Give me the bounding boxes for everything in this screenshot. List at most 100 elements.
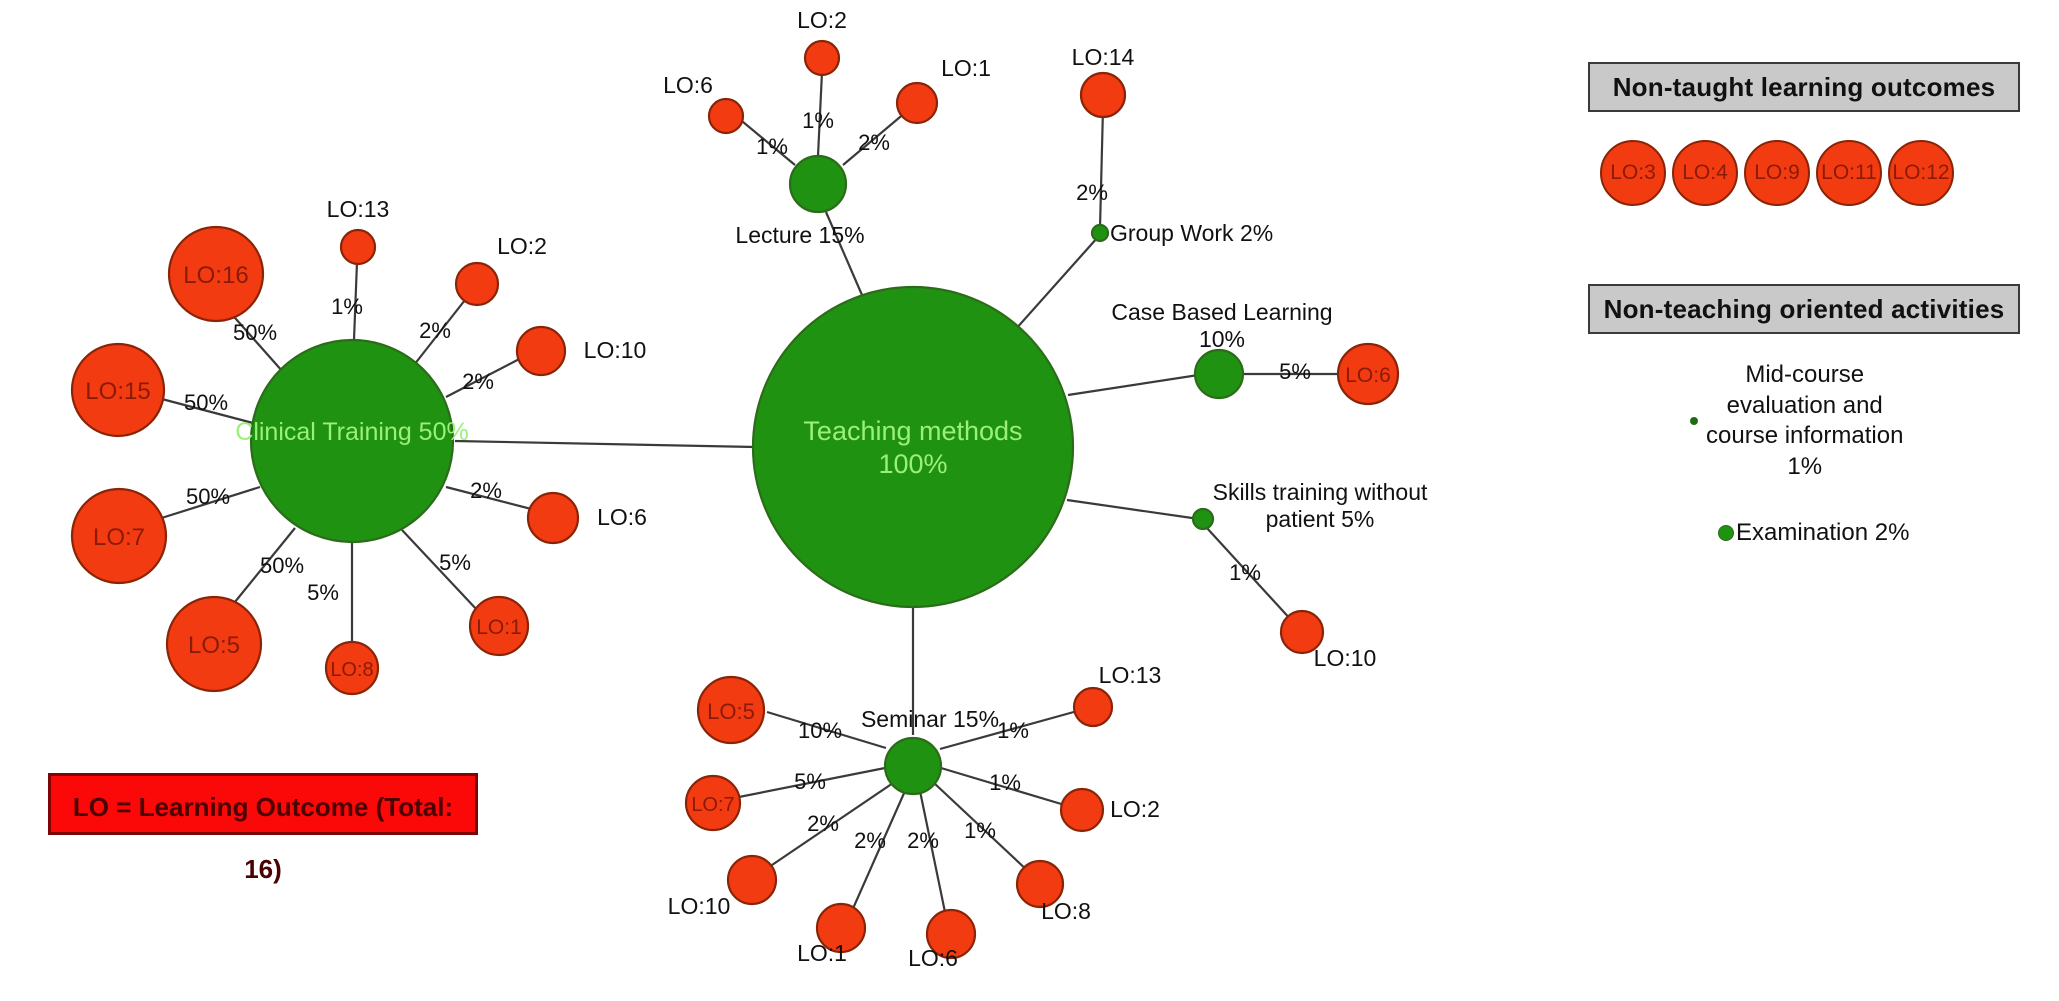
outcome-node-lo10-seminar[interactable] — [726, 854, 778, 906]
edge-groupwork-lo14 — [1098, 107, 1105, 229]
edge-seminar-lo10 — [771, 782, 894, 866]
edge-lecture-lo1 — [842, 111, 907, 166]
activity-dot-icon — [1690, 417, 1698, 426]
outcome-node-lo10-skills[interactable] — [1279, 609, 1325, 655]
outcome-label-lo15: LO:15 — [85, 378, 150, 405]
skills-training-label-line2: patient 5% — [1266, 506, 1375, 532]
skills-training-dot[interactable] — [1191, 507, 1215, 531]
edge-weight-clinical-lo13: 1% — [331, 294, 363, 319]
outcome-node-lo13-clinical[interactable] — [339, 228, 377, 266]
outcome-node-lo7[interactable] — [70, 487, 168, 585]
edge-weight-clinical-lo6: 2% — [470, 478, 502, 503]
outcome-node-lo5[interactable] — [165, 595, 263, 693]
outcome-label-lo14-groupwork: LO:14 — [1072, 44, 1135, 70]
non-taught-chip-label: LO:11 — [1821, 161, 1877, 184]
edge-weight-lecture-lo1: 2% — [858, 130, 890, 155]
outcome-node-lo1-seminar[interactable] — [815, 902, 867, 954]
edges-clinical-training — [151, 261, 536, 643]
activity-label-mid-course-evaluation: Mid-course evaluation and course informa… — [1706, 361, 1904, 481]
group-work-dot[interactable] — [1090, 223, 1110, 243]
non-taught-chip-lo11[interactable]: LO:11 — [1816, 140, 1882, 206]
edge-weight-clinical-lo15: 50% — [184, 390, 228, 415]
non-taught-chip-lo4[interactable]: LO:4 — [1672, 140, 1738, 206]
outcome-label-lo2-lecture: LO:2 — [797, 7, 847, 33]
edge-weight-groupwork-lo14: 2% — [1076, 180, 1108, 205]
lecture-outcomes: LO:6 1% LO:2 1% LO:1 2% — [663, 7, 991, 159]
edge-skills-lo10 — [1205, 526, 1294, 623]
edge-seminar-lo1 — [849, 790, 907, 914]
outcome-node-lo14-groupwork[interactable] — [1079, 71, 1127, 119]
activity-item-examination[interactable]: Examination 2% — [1718, 518, 1909, 549]
outcome-node-lo13-seminar[interactable] — [1072, 686, 1114, 728]
outcome-node-lo6-casebased[interactable] — [1336, 342, 1400, 406]
non-taught-chip-lo3[interactable]: LO:3 — [1600, 140, 1666, 206]
edge-weight-casebased-lo6: 5% — [1279, 359, 1311, 384]
non-taught-chip-label: LO:3 — [1610, 161, 1656, 184]
node-case-based-learning[interactable]: Case Based Learning 10% — [1111, 299, 1333, 400]
seminar-circle[interactable] — [883, 736, 943, 796]
outcome-node-lo2-seminar[interactable] — [1059, 787, 1105, 833]
non-teaching-legend-title: Non-teaching oriented activities — [1603, 293, 2005, 324]
outcome-label-lo13-seminar: LO:13 — [1099, 662, 1162, 688]
node-clinical-training[interactable]: Clinical Training 50% — [235, 338, 469, 544]
node-skills-training[interactable]: Skills training without patient 5% — [1191, 479, 1428, 532]
outcome-node-lo2-clinical[interactable] — [454, 261, 500, 307]
outcome-node-lo7-seminar[interactable] — [684, 774, 742, 832]
lecture-circle[interactable] — [788, 154, 848, 214]
outcome-node-lo8-clinical[interactable] — [324, 640, 380, 696]
edge-root-group-work — [1014, 236, 1099, 331]
outcome-label-lo10-skills: LO:10 — [1314, 645, 1377, 671]
group-work-outcomes: LO:14 2% — [1072, 44, 1135, 205]
edge-weight-clinical-lo2: 2% — [419, 318, 451, 343]
outcome-node-lo8-seminar[interactable] — [1015, 859, 1065, 909]
outcome-node-lo1-lecture[interactable] — [895, 81, 939, 125]
outcome-node-lo10-clinical[interactable] — [515, 325, 567, 377]
edge-weight-clinical-lo16: 50% — [233, 320, 277, 345]
outcome-label-lo7: LO:7 — [93, 524, 145, 551]
seminar-outcomes: LO:5 10% LO:7 5% LO:10 2% LO:1 2% LO:6 2… — [668, 662, 1162, 971]
edge-root-clinical-training — [454, 439, 756, 449]
edge-weight-clinical-lo1: 5% — [439, 550, 471, 575]
non-taught-chip-lo9[interactable]: LO:9 — [1744, 140, 1810, 206]
outcome-label-lo6-lecture: LO:6 — [663, 72, 713, 98]
non-taught-legend-header: Non-taught learning outcomes — [1588, 62, 2020, 112]
outcome-node-lo5-seminar[interactable] — [696, 675, 766, 745]
outcome-node-lo2-lecture[interactable] — [803, 39, 841, 77]
case-based-label-line2: 10% — [1199, 326, 1245, 352]
node-seminar[interactable]: Seminar 15% — [861, 706, 999, 796]
edge-root-case-based — [1067, 372, 1206, 397]
activity-item-mid-course-evaluation[interactable]: Mid-course evaluation and course informa… — [1690, 360, 1990, 483]
outcome-node-lo16[interactable] — [167, 225, 265, 323]
outcome-node-lo15[interactable] — [70, 342, 166, 438]
outcome-node-lo6-clinical[interactable] — [526, 491, 580, 545]
outcome-label-lo6-casebased: LO:6 — [1345, 364, 1391, 387]
outcome-label-lo6-seminar: LO:6 — [908, 945, 958, 971]
activity-dot-icon — [1718, 525, 1734, 542]
clinical-training-outcomes: LO:16 50% LO:15 50% LO:7 50% LO:5 50% LO… — [70, 196, 647, 696]
non-taught-chip-label: LO:4 — [1682, 161, 1728, 184]
edge-clinical-lo10 — [445, 354, 528, 398]
outcome-label-lo1-clinical: LO:1 — [476, 616, 522, 639]
edge-weight-skills-lo10: 1% — [1229, 560, 1261, 585]
edge-seminar-lo6 — [918, 790, 948, 918]
outcome-node-lo6-lecture[interactable] — [707, 97, 745, 135]
outcome-node-lo6-seminar[interactable] — [925, 908, 977, 960]
node-group-work[interactable]: Group Work 2% — [1090, 220, 1273, 246]
non-taught-chip-lo12[interactable]: LO:12 — [1888, 140, 1954, 206]
edge-weight-lecture-lo6: 1% — [756, 134, 788, 159]
clinical-training-label: Clinical Training 50% — [235, 418, 468, 446]
outcome-node-lo1-clinical[interactable] — [468, 595, 530, 657]
node-lecture[interactable]: Lecture 15% — [735, 154, 865, 248]
outcome-label-lo6-clinical: LO:6 — [597, 504, 647, 530]
teaching-methods-circle[interactable] — [751, 285, 1075, 609]
clinical-training-circle[interactable] — [249, 338, 455, 544]
outcome-label-lo5-seminar: LO:5 — [707, 699, 755, 724]
outcome-label-lo2-seminar: LO:2 — [1110, 796, 1160, 822]
node-teaching-methods[interactable]: Teaching methods 100% — [751, 285, 1075, 609]
edge-clinical-lo2 — [413, 299, 466, 366]
edge-weight-seminar-lo6: 2% — [907, 828, 939, 853]
edge-weight-seminar-lo1: 2% — [854, 828, 886, 853]
edge-weight-seminar-lo7: 5% — [794, 769, 826, 794]
outcome-label-lo2-clinical: LO:2 — [497, 233, 547, 259]
case-based-circle[interactable] — [1193, 348, 1245, 400]
